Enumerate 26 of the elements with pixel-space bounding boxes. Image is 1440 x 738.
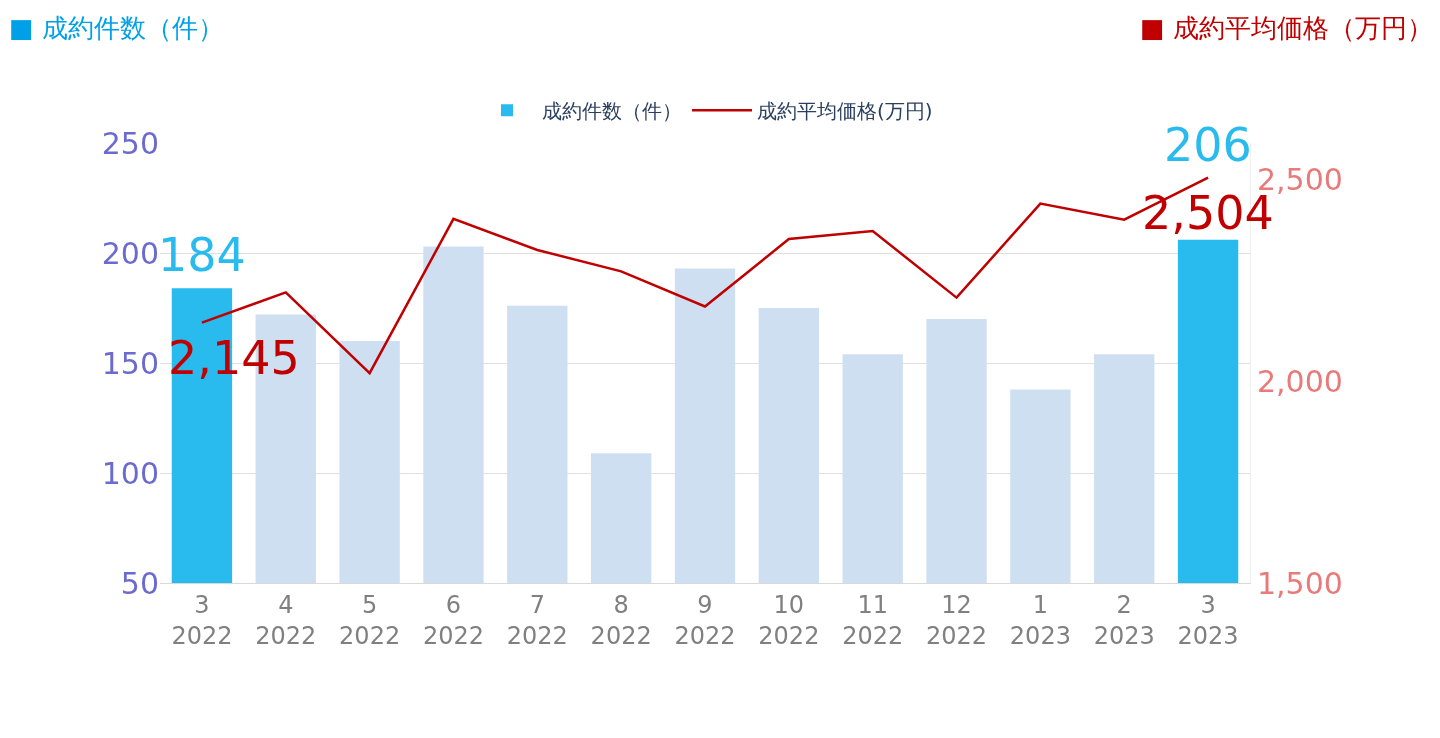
y2-tick-label: 2,000 xyxy=(1257,363,1343,399)
y-tick-label: 100 xyxy=(101,455,159,491)
x-tick-label: 12 2022 xyxy=(926,590,988,650)
y-tick-label: 250 xyxy=(101,125,159,161)
x-tick-label: 5 2022 xyxy=(339,590,401,650)
text: ■ 成約平均価格（万円） xyxy=(1140,13,1433,43)
y-tick-label: 150 xyxy=(101,345,159,381)
y-tick-label: 50 xyxy=(120,565,159,601)
x-tick-label: 8 2022 xyxy=(590,590,652,650)
x-tick-label: 10 2022 xyxy=(758,590,820,650)
x-tick-label: 3 2023 xyxy=(1177,590,1239,650)
x-tick-label: 4 2022 xyxy=(255,590,317,650)
text: ■ 成約件数（件） xyxy=(9,13,224,43)
x-tick-label: 9 2022 xyxy=(674,590,736,650)
data-label: 184 xyxy=(158,228,246,282)
legend-label: 成約平均価格(万円) xyxy=(757,99,933,124)
x-tick-label: 2 2023 xyxy=(1093,590,1155,650)
x-tick-label: 11 2022 xyxy=(842,590,904,650)
data-label: 206 xyxy=(1164,118,1252,172)
x-tick-label: 7 2022 xyxy=(506,590,568,650)
y-tick-label: 200 xyxy=(101,235,159,271)
x-tick-label: 1 2023 xyxy=(1009,590,1071,650)
x-tick-label: 3 2022 xyxy=(171,590,233,650)
x-tick-label: 6 2022 xyxy=(422,590,484,650)
y2-tick-label: 1,500 xyxy=(1257,565,1343,601)
legend-label: 成約件数（件） xyxy=(542,99,682,124)
